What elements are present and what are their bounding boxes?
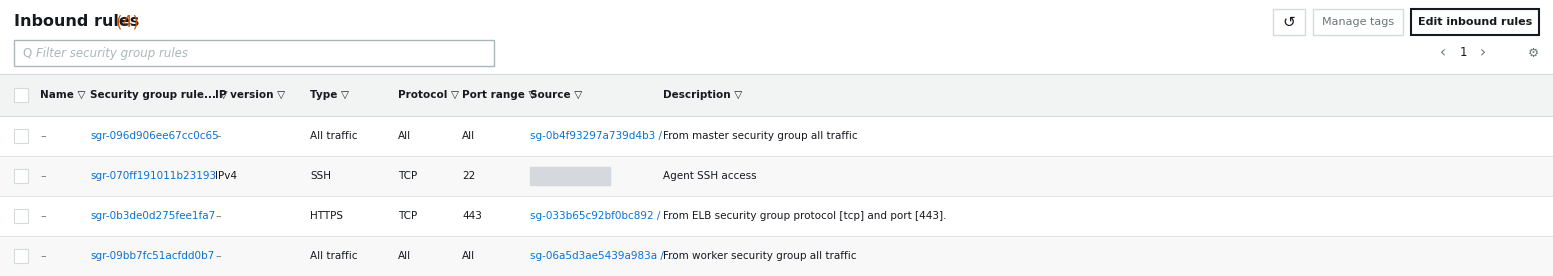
Text: Edit inbound rules: Edit inbound rules bbox=[1418, 17, 1533, 27]
Bar bbox=[1312, 9, 1402, 35]
Text: ‹: ‹ bbox=[1440, 46, 1446, 60]
Text: 1: 1 bbox=[1460, 46, 1466, 60]
Bar bbox=[14, 249, 28, 263]
Bar bbox=[1273, 9, 1305, 35]
Bar bbox=[14, 129, 28, 143]
Text: All: All bbox=[461, 131, 475, 141]
Text: Agent SSH access: Agent SSH access bbox=[663, 171, 756, 181]
Text: IPv4: IPv4 bbox=[214, 171, 238, 181]
Text: All traffic: All traffic bbox=[311, 131, 357, 141]
Text: From ELB security group protocol [tcp] and port [443].: From ELB security group protocol [tcp] a… bbox=[663, 211, 946, 221]
Bar bbox=[14, 88, 28, 102]
Text: Port range ▽: Port range ▽ bbox=[461, 90, 536, 100]
Bar bbox=[0, 236, 1553, 276]
Text: IP version ▽: IP version ▽ bbox=[214, 90, 286, 100]
Text: 22: 22 bbox=[461, 171, 475, 181]
Text: All: All bbox=[461, 251, 475, 261]
Text: HTTPS: HTTPS bbox=[311, 211, 343, 221]
Text: sgr-070ff191011b23193: sgr-070ff191011b23193 bbox=[90, 171, 216, 181]
Text: sg-033b65c92bf0bc892 / ...: sg-033b65c92bf0bc892 / ... bbox=[530, 211, 674, 221]
Text: –: – bbox=[214, 131, 221, 141]
Text: 443: 443 bbox=[461, 211, 481, 221]
Text: TCP: TCP bbox=[398, 211, 418, 221]
Text: All traffic: All traffic bbox=[311, 251, 357, 261]
Text: –: – bbox=[214, 211, 221, 221]
Text: Manage tags: Manage tags bbox=[1322, 17, 1395, 27]
Bar bbox=[530, 167, 610, 185]
Text: sg-0b4f93297a739d4b3 / ...: sg-0b4f93297a739d4b3 / ... bbox=[530, 131, 676, 141]
Text: sgr-09bb7fc51acfdd0b7: sgr-09bb7fc51acfdd0b7 bbox=[90, 251, 214, 261]
Text: SSH: SSH bbox=[311, 171, 331, 181]
Text: Filter security group rules: Filter security group rules bbox=[36, 46, 188, 60]
Text: ⚙: ⚙ bbox=[1527, 46, 1539, 60]
Text: From worker security group all traffic: From worker security group all traffic bbox=[663, 251, 857, 261]
Bar bbox=[14, 169, 28, 183]
Bar bbox=[0, 196, 1553, 236]
Text: All: All bbox=[398, 251, 412, 261]
Text: –: – bbox=[40, 211, 45, 221]
Text: Type ▽: Type ▽ bbox=[311, 90, 349, 100]
Text: –: – bbox=[214, 251, 221, 261]
Bar bbox=[14, 40, 494, 66]
Bar bbox=[1412, 9, 1539, 35]
Text: sgr-096d906ee67cc0c65: sgr-096d906ee67cc0c65 bbox=[90, 131, 219, 141]
Text: Name ▽: Name ▽ bbox=[40, 90, 85, 100]
Text: TCP: TCP bbox=[398, 171, 418, 181]
Text: Description ▽: Description ▽ bbox=[663, 90, 742, 100]
Text: sg-06a5d3ae5439a983a / ...: sg-06a5d3ae5439a983a / ... bbox=[530, 251, 677, 261]
Bar bbox=[0, 156, 1553, 196]
Text: Security group rule... ▽: Security group rule... ▽ bbox=[90, 90, 228, 100]
Bar bbox=[14, 209, 28, 223]
Text: (4): (4) bbox=[110, 15, 138, 30]
Text: –: – bbox=[40, 131, 45, 141]
Text: From master security group all traffic: From master security group all traffic bbox=[663, 131, 857, 141]
Bar bbox=[0, 116, 1553, 156]
Text: Protocol ▽: Protocol ▽ bbox=[398, 90, 460, 100]
Text: Inbound rules: Inbound rules bbox=[14, 15, 140, 30]
Text: –: – bbox=[40, 171, 45, 181]
Text: ↺: ↺ bbox=[1283, 15, 1295, 30]
Text: ›: › bbox=[1480, 46, 1486, 60]
Text: Q: Q bbox=[22, 46, 31, 60]
Text: sgr-0b3de0d275fee1fa7: sgr-0b3de0d275fee1fa7 bbox=[90, 211, 216, 221]
Bar bbox=[0, 74, 1553, 116]
Text: Source ▽: Source ▽ bbox=[530, 90, 582, 100]
Text: –: – bbox=[40, 251, 45, 261]
Text: All: All bbox=[398, 131, 412, 141]
